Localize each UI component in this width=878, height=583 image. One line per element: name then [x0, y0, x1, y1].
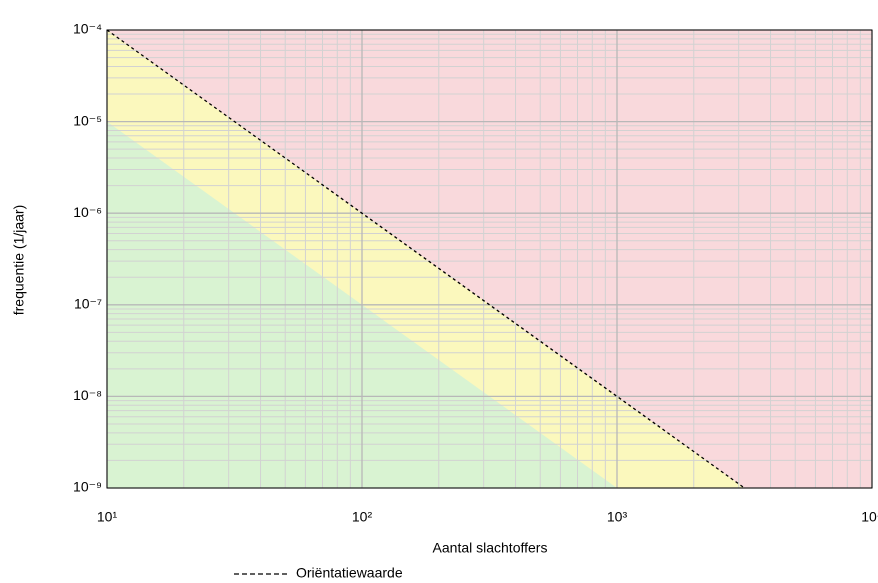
y-tick-label: 10⁻⁵ — [73, 112, 102, 128]
y-tick-label: 10⁻⁸ — [73, 387, 102, 403]
x-axis-title: Aantal slachtoffers — [433, 540, 548, 556]
x-tick-label: 10⁴ — [861, 509, 878, 525]
legend-label: Oriëntatiewaarde — [296, 565, 403, 581]
y-axis-title: frequentie (1/jaar) — [11, 205, 27, 316]
series-line — [106, 29, 745, 489]
x-tick-label: 10² — [352, 509, 373, 525]
plot-frame — [106, 29, 873, 489]
y-tick-label: 10⁻⁷ — [74, 296, 102, 312]
y-tick-label: 10⁻⁶ — [73, 204, 102, 220]
y-tick-label: 10⁻⁹ — [73, 479, 102, 495]
x-tick-label: 10³ — [607, 509, 628, 525]
x-tick-label: 10¹ — [97, 509, 118, 525]
y-tick-label: 10⁻⁴ — [73, 21, 102, 37]
